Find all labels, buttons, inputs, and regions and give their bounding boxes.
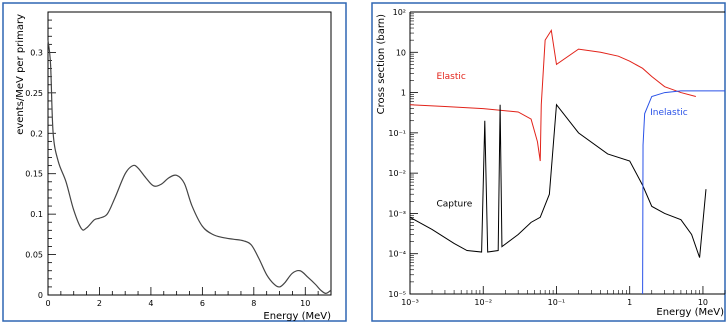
y-axis-label: events/MeV per primary [15, 14, 26, 135]
spectrum-chart: 0 0.05 0.1 0.15 0.2 0.25 0.3 0 2 4 6 8 10 Energy (MeV… [2, 2, 347, 322]
y-tick-label: 10⁻¹ [388, 129, 406, 138]
panel-frame [371, 2, 726, 322]
elastic-series-line [409, 28, 696, 162]
capture-series-label: Capture [436, 199, 472, 209]
y-tick-label: 10² [393, 8, 406, 17]
spectrum-series-line [47, 40, 332, 294]
x-tick-label: 4 [148, 299, 153, 308]
y-tick-label: 10⁻³ [388, 209, 406, 218]
y-tick-label: 0.1 [30, 210, 43, 219]
y-tick-label: 0.25 [25, 89, 43, 98]
plot-frame [409, 11, 725, 295]
x-axis-label: Energy (MeV) [656, 307, 724, 318]
x-tick-label: 10 [698, 298, 708, 307]
x-tick-label: 8 [251, 299, 256, 308]
y-tick-label: 1 [401, 89, 406, 98]
x-tick-label: 10⁻¹ [548, 298, 566, 307]
y-tick-label: 10⁻⁵ [388, 290, 406, 299]
y-tick-label: 0.3 [30, 48, 43, 57]
x-tick-label: 6 [200, 299, 205, 308]
elastic-series-label: Elastic [436, 72, 465, 82]
plot-frame [47, 11, 332, 296]
y-axis-label: Cross section (barn) [376, 14, 387, 114]
x-tick-label: 10⁻³ [401, 298, 419, 307]
x-tick-label: 2 [97, 299, 102, 308]
panel-frame [2, 2, 347, 322]
capture-series-line [409, 103, 707, 258]
x-tick-label: 0 [45, 299, 50, 308]
x-tick-label: 10 [300, 299, 310, 308]
spectrum-panel: 0 0.05 0.1 0.15 0.2 0.25 0.3 0 2 4 6 8 10 Energy (MeV… [0, 0, 350, 325]
y-tick-label: 0.2 [30, 129, 43, 138]
inelastic-series-label: Inelastic [650, 108, 688, 118]
x-tick-label: 1 [627, 298, 632, 307]
y-tick-label: 10⁻² [388, 169, 406, 178]
cross-section-panel: 10² 10 1 10⁻¹ 10⁻² 10⁻³ 10⁻⁴ 10⁻⁵ 10⁻³ 10⁻² 10⁻¹ 1 1… [370, 0, 728, 325]
x-axis-label: Energy (MeV) [263, 311, 331, 322]
y-tick-label: 0.05 [25, 251, 43, 260]
y-tick-label: 0 [38, 291, 43, 300]
y-tick-label: 10 [396, 48, 406, 57]
y-tick-label: 0.15 [25, 170, 43, 179]
inelastic-series-line [642, 90, 725, 295]
x-tick-label: 10⁻² [474, 298, 492, 307]
y-tick-label: 10⁻⁴ [388, 250, 406, 259]
